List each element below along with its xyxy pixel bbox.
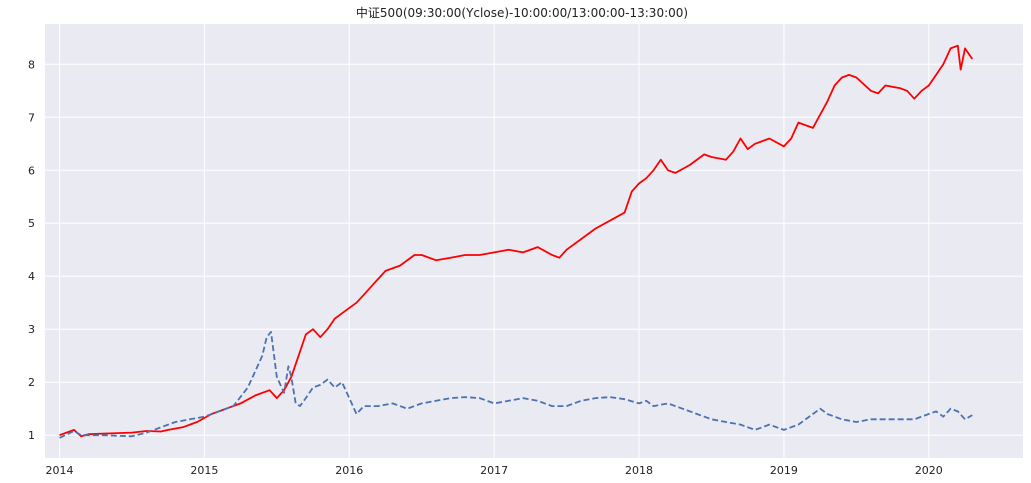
- y-tick-label: 7: [28, 111, 35, 124]
- y-tick-label: 5: [28, 217, 35, 230]
- y-axis-ticks: 1 2 3 4 5 6 7 8: [28, 58, 35, 442]
- y-tick-label: 8: [28, 58, 35, 71]
- x-tick-label: 2018: [625, 464, 653, 477]
- x-axis-ticks: 2014 2015 2016 2017 2018 2019 2020: [45, 464, 942, 477]
- grid: [45, 24, 1023, 458]
- x-tick-label: 2019: [770, 464, 798, 477]
- x-tick-label: 2014: [45, 464, 73, 477]
- y-tick-label: 4: [28, 270, 35, 283]
- series-line-0: [59, 44, 974, 438]
- x-tick-label: 2015: [190, 464, 218, 477]
- series-lines: [59, 44, 974, 439]
- chart-title: 中证500(09:30:00(Yclose)-10:00:00/13:00:00…: [356, 5, 688, 20]
- y-tick-label: 1: [28, 429, 35, 442]
- y-tick-label: 6: [28, 164, 35, 177]
- y-tick-label: 2: [28, 376, 35, 389]
- series-line-1: [59, 330, 973, 439]
- y-tick-label: 3: [28, 323, 35, 336]
- x-tick-label: 2020: [915, 464, 943, 477]
- x-tick-label: 2016: [335, 464, 363, 477]
- plot-area: [45, 24, 1023, 458]
- x-tick-label: 2017: [480, 464, 508, 477]
